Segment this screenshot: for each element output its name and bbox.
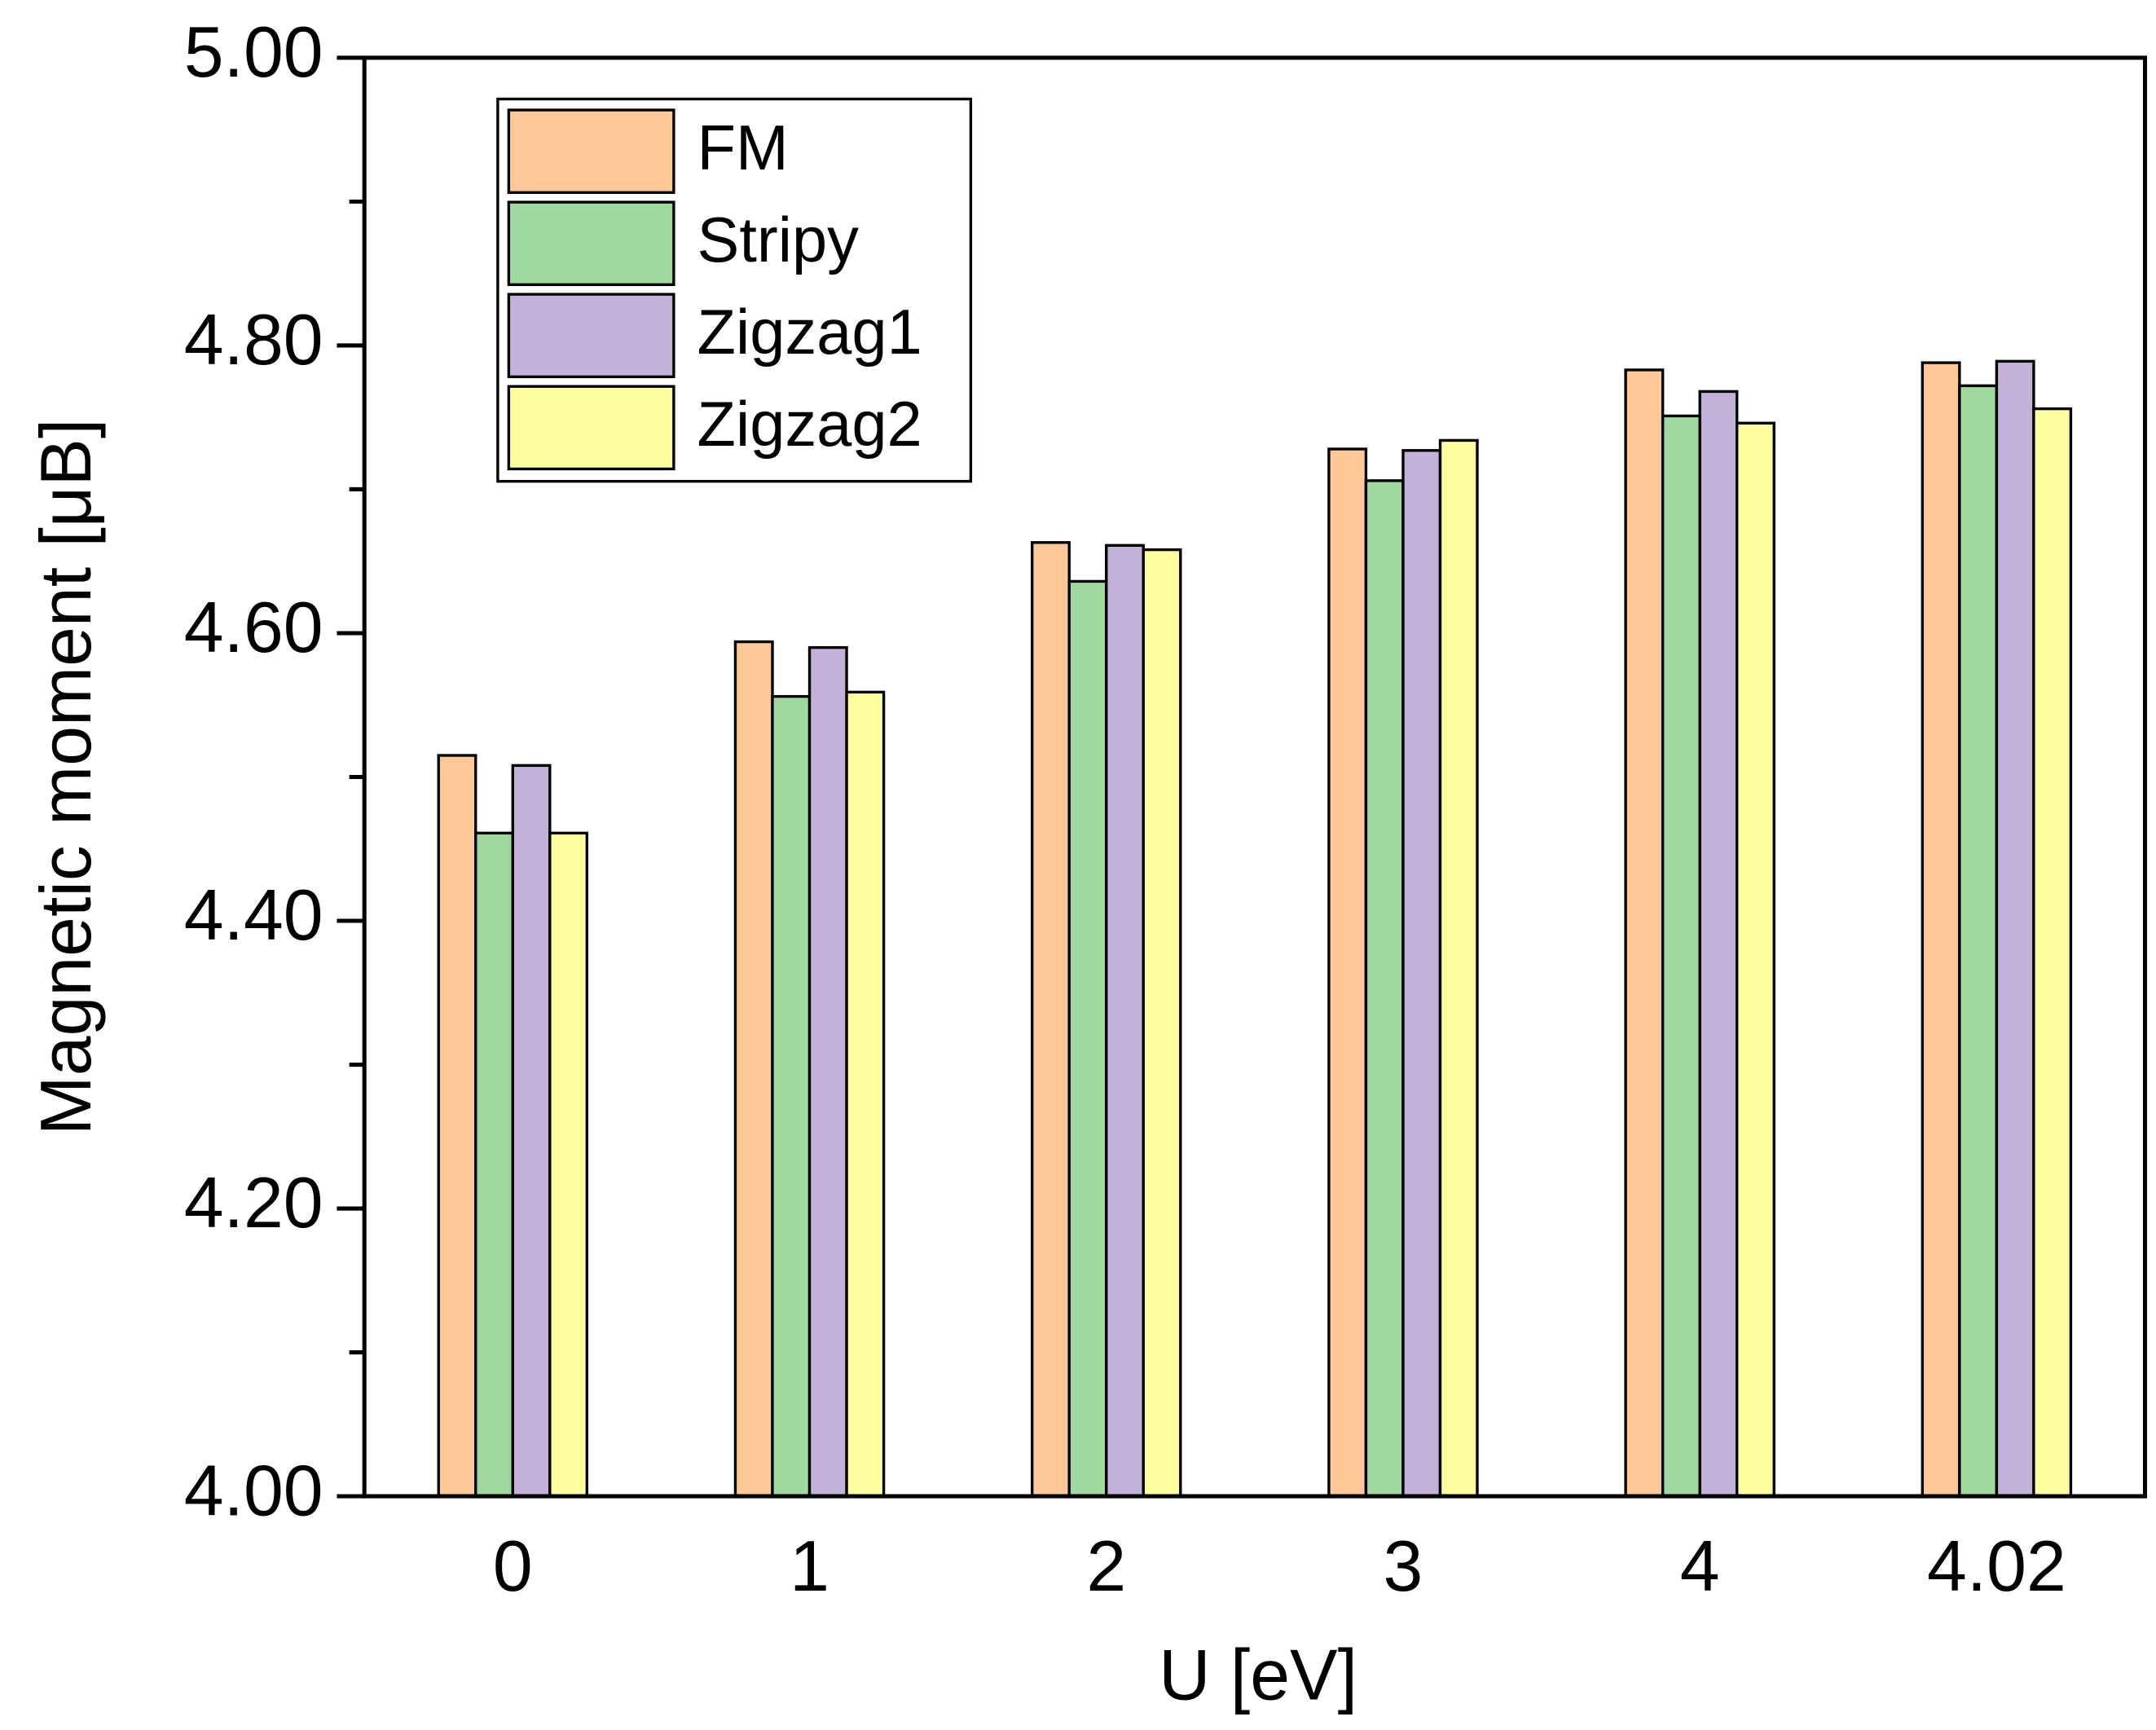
- bar: [1921, 361, 1961, 1498]
- y-tick-label: 4.40: [184, 875, 323, 955]
- bar: [1364, 479, 1405, 1498]
- legend-swatch: [507, 385, 675, 471]
- bar: [807, 645, 848, 1498]
- bar: [1438, 438, 1479, 1498]
- legend-label: FM: [697, 113, 789, 183]
- y-tick-label: 4.20: [184, 1163, 323, 1243]
- x-axis-label: U [eV]: [1159, 1635, 1357, 1715]
- bar: [845, 690, 886, 1498]
- bar: [2032, 407, 2073, 1498]
- x-tick-label: 4.02: [1927, 1526, 2066, 1606]
- bar: [1698, 390, 1739, 1498]
- legend-swatch: [507, 200, 675, 287]
- legend-swatch: [507, 108, 675, 194]
- y-tick-label: 5.00: [184, 12, 323, 92]
- x-tick-label: 0: [493, 1526, 533, 1606]
- legend-label: Zigzag1: [697, 297, 922, 368]
- legend-swatch: [507, 293, 675, 379]
- bar: [1995, 359, 2035, 1498]
- y-tick-label: 4.60: [184, 588, 323, 667]
- bar: [1661, 414, 1701, 1498]
- y-tick-label: 4.80: [184, 300, 323, 380]
- bar: [511, 764, 552, 1498]
- bar: [1030, 541, 1071, 1498]
- y-tick-label: 4.00: [184, 1450, 323, 1530]
- plot-frame: [362, 55, 2148, 1499]
- bar: [1142, 548, 1182, 1498]
- bar: [1736, 421, 1775, 1498]
- bar: [437, 754, 477, 1498]
- bar: [1067, 579, 1108, 1498]
- bar: [771, 694, 812, 1498]
- bar: [733, 640, 774, 1498]
- x-tick-label: 1: [790, 1526, 829, 1606]
- legend-label: Stripy: [697, 205, 860, 275]
- bar: [1105, 544, 1145, 1498]
- x-tick-label: 3: [1384, 1526, 1423, 1606]
- bar: [1401, 449, 1442, 1498]
- bar: [1958, 384, 1999, 1498]
- y-axis-label: Magnetic moment [μB]: [26, 419, 106, 1136]
- bar: [474, 831, 514, 1498]
- x-tick-label: 4: [1680, 1526, 1720, 1606]
- bar: [548, 831, 589, 1498]
- bar: [1624, 368, 1665, 1498]
- bar: [1327, 447, 1368, 1498]
- x-tick-label: 2: [1086, 1526, 1126, 1606]
- legend-label: Zigzag2: [697, 390, 922, 460]
